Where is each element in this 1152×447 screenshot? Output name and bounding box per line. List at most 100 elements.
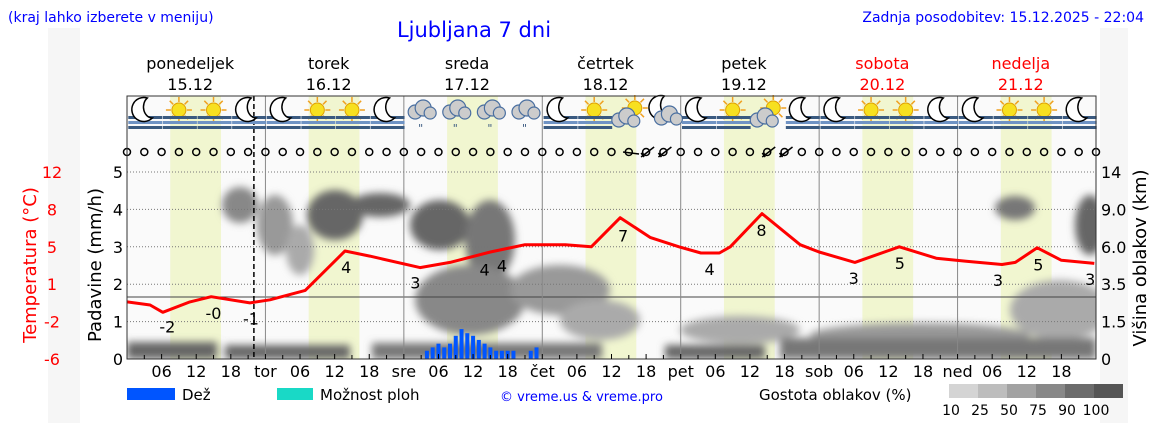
cloud-icon xyxy=(492,106,506,120)
calm-wind-icon xyxy=(762,147,772,157)
day-date: 19.12 xyxy=(721,75,767,94)
x-tick-label: sre xyxy=(392,362,416,381)
cloud-density-scale: 10 25 50 75 90 100 xyxy=(942,384,1123,419)
x-tick-label: 06 xyxy=(705,362,725,381)
x-tick-label: 18 xyxy=(221,362,241,381)
temperature-label: 7 xyxy=(618,227,628,246)
calm-wind-icon xyxy=(797,147,807,157)
density-swatch xyxy=(949,384,978,398)
mist-icon xyxy=(335,116,370,119)
moon-icon xyxy=(232,96,267,129)
x-tick-label: 18 xyxy=(359,362,379,381)
calm-wind-icon xyxy=(555,147,564,157)
mist-icon xyxy=(682,126,717,129)
rain-bar xyxy=(499,350,504,359)
last-updated: Zadnja posodobitev: 15.12.2025 - 22:04 xyxy=(862,10,1144,26)
sun-ray-icon xyxy=(910,100,916,105)
x-tick-label: 12 xyxy=(186,362,206,381)
precip-tick: 5 xyxy=(113,163,123,182)
x-tick-label: 12 xyxy=(324,362,344,381)
sun-icon xyxy=(206,102,222,118)
rain-bar xyxy=(494,350,499,359)
calm-wind-icon xyxy=(987,147,997,157)
moon-icon xyxy=(927,96,951,123)
day-name: torek xyxy=(308,54,350,73)
sun-ray-icon xyxy=(999,100,1005,105)
mist-icon xyxy=(889,116,924,119)
calm-wind-icon xyxy=(1039,147,1049,157)
temperature-line xyxy=(126,212,1095,314)
calm-wind-icon xyxy=(1057,147,1066,157)
day-name: sobota xyxy=(855,54,909,73)
density-swatch xyxy=(1007,384,1036,398)
x-tick-label: čet xyxy=(530,362,555,381)
sun-ray-icon xyxy=(203,100,209,105)
temperature-label: 4 xyxy=(480,260,490,279)
right-panel xyxy=(1100,28,1128,423)
mist-icon xyxy=(162,126,197,129)
x-tick-label: 06 xyxy=(982,362,1002,381)
calm-wind-icon xyxy=(711,147,720,157)
sun-ray-icon xyxy=(625,98,630,103)
x-tick-label: ned xyxy=(943,362,973,381)
sun-icon xyxy=(898,102,914,118)
precip-tick: 0 xyxy=(113,350,123,369)
cloud-icon xyxy=(527,106,541,120)
sun-ray-icon xyxy=(357,100,362,105)
daylight-band xyxy=(170,96,222,359)
cloud-blob xyxy=(410,200,470,250)
mist-icon xyxy=(1062,126,1097,129)
calm-wind-icon xyxy=(814,147,824,157)
temperature-tick: 1 xyxy=(47,275,57,294)
calm-wind-icon xyxy=(486,147,495,157)
temperature-label: 3 xyxy=(1085,270,1095,289)
day-date: 21.12 xyxy=(998,75,1044,94)
density-swatch xyxy=(1036,384,1065,398)
moon-icon xyxy=(823,96,847,123)
sun-ray-icon xyxy=(307,100,313,105)
cloud-height-axis-title: Višina oblakov (km) xyxy=(1130,169,1151,346)
mist-icon xyxy=(924,126,959,129)
day-date: 17.12 xyxy=(444,75,490,94)
calm-wind-icon xyxy=(884,147,893,157)
region-hint-link[interactable]: (kraj lahko izberete v meniju) xyxy=(8,10,214,26)
sun-icon xyxy=(993,97,1028,129)
moon-icon xyxy=(266,96,301,129)
calm-wind-icon xyxy=(295,147,305,157)
day-name: nedelja xyxy=(991,54,1050,73)
rain-bar xyxy=(465,333,470,359)
moon-icon xyxy=(785,96,820,129)
precip-tick: 4 xyxy=(113,200,123,219)
x-tick-label: 12 xyxy=(878,362,898,381)
legend: Dež Možnost ploh © vreme.us & vreme.pro … xyxy=(127,384,1123,419)
sun-ray-icon xyxy=(184,100,189,105)
calm-wind-icon xyxy=(365,147,374,157)
calm-wind-icon xyxy=(538,147,547,157)
moon-icon xyxy=(684,96,708,123)
mist-icon xyxy=(785,126,820,129)
mist-icon xyxy=(370,126,405,129)
day-date: 18.12 xyxy=(583,75,629,94)
calm-wind-icon xyxy=(676,147,685,157)
sun-icon xyxy=(301,97,336,129)
calm-wind-icon xyxy=(140,147,149,157)
calm-wind-icon xyxy=(1005,147,1014,157)
rain-bar xyxy=(442,347,447,359)
sun-cloud-icon xyxy=(611,95,648,128)
calm-wind-icon xyxy=(313,147,322,157)
mist-icon xyxy=(128,121,163,124)
mist-icon xyxy=(578,116,613,119)
calm-wind-icon xyxy=(607,147,616,157)
mist-icon xyxy=(301,126,336,129)
mist-icon xyxy=(232,121,267,124)
temperature-label: 4 xyxy=(341,258,351,277)
mist-icon xyxy=(335,126,370,129)
calm-wind-icon xyxy=(918,147,928,157)
x-tick-label: 18 xyxy=(497,362,517,381)
mist-icon xyxy=(128,126,163,129)
mist-icon xyxy=(716,126,751,129)
calm-wind-icon xyxy=(330,147,339,157)
credit-link[interactable]: © vreme.us & vreme.pro xyxy=(500,390,663,405)
rain-bar xyxy=(482,343,487,359)
sun-icon xyxy=(716,97,751,129)
